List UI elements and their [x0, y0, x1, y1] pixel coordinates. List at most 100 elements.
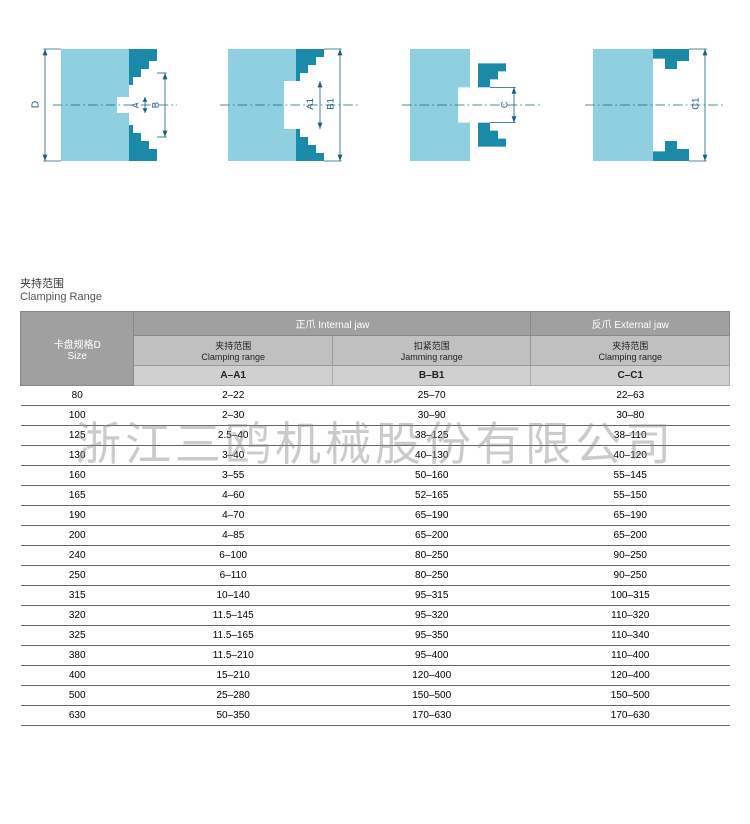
- table-cell: 4–70: [134, 506, 333, 526]
- table-cell: 65–190: [332, 506, 531, 526]
- clamping-table: 卡盘规格D Size 正爪 Internal jaw 反爪 External j…: [20, 311, 730, 726]
- diagram-row: D A B: [0, 0, 750, 215]
- table-cell: 160: [21, 466, 134, 486]
- table-cell: 50–350: [134, 706, 333, 726]
- table-cell: 325: [21, 626, 134, 646]
- table-cell: 25–70: [332, 386, 531, 406]
- table-cell: 190: [21, 506, 134, 526]
- table-cell: 55–150: [531, 486, 730, 506]
- table-row: 1904–7065–19065–190: [21, 506, 730, 526]
- table-row: 802–2225–7022–63: [21, 386, 730, 406]
- diagram-c: C: [386, 25, 546, 185]
- table-cell: 2–22: [134, 386, 333, 406]
- table-cell: 320: [21, 606, 134, 626]
- table-cell: 11.5–165: [134, 626, 333, 646]
- table-cell: 95–350: [332, 626, 531, 646]
- table-cell: 80–250: [332, 546, 531, 566]
- table-cell: 10–140: [134, 586, 333, 606]
- th-col-c: C–C1: [531, 366, 730, 386]
- table-cell: 11.5–145: [134, 606, 333, 626]
- table-row: 38011.5–21095–400110–400: [21, 646, 730, 666]
- table-cell: 50–160: [332, 466, 531, 486]
- table-cell: 120–400: [531, 666, 730, 686]
- table-cell: 3–40: [134, 446, 333, 466]
- table-cell: 150–500: [332, 686, 531, 706]
- table-cell: 15–210: [134, 666, 333, 686]
- th-sub-a: 夹持范围 Clamping range: [134, 336, 333, 366]
- label-A: A: [131, 102, 141, 108]
- table-cell: 80: [21, 386, 134, 406]
- table-cell: 25–280: [134, 686, 333, 706]
- table-row: 32511.5–16595–350110–340: [21, 626, 730, 646]
- th-sub-a-en: Clamping range: [201, 352, 265, 362]
- table-row: 63050–350170–630170–630: [21, 706, 730, 726]
- table-row: 2506–11080–25090–250: [21, 566, 730, 586]
- table-cell: 400: [21, 666, 134, 686]
- table-cell: 90–250: [531, 546, 730, 566]
- table-cell: 100: [21, 406, 134, 426]
- table-cell: 4–60: [134, 486, 333, 506]
- label-A1: A1: [305, 98, 316, 110]
- table-cell: 2–30: [134, 406, 333, 426]
- table-row: 32011.5–14595–320110–320: [21, 606, 730, 626]
- table-body: 802–2225–7022–631002–3030–9030–801252.5–…: [21, 386, 730, 726]
- table-cell: 2.5–40: [134, 426, 333, 446]
- table-cell: 6–100: [134, 546, 333, 566]
- table-cell: 30–80: [531, 406, 730, 426]
- th-size-cn: 卡盘规格D: [25, 336, 129, 351]
- th-sub-b-cn: 扣紧范围: [414, 341, 450, 351]
- th-col-a: A–A1: [134, 366, 333, 386]
- diagram-a1-b1: A1 B1: [204, 25, 364, 185]
- table-cell: 38–125: [332, 426, 531, 446]
- table-row: 1603–5550–16055–145: [21, 466, 730, 486]
- th-size-en: Size: [25, 351, 129, 362]
- table-cell: 165: [21, 486, 134, 506]
- table-cell: 65–190: [531, 506, 730, 526]
- label-D: D: [31, 101, 42, 109]
- table-cell: 110–320: [531, 606, 730, 626]
- table-cell: 100–315: [531, 586, 730, 606]
- diagram-d-a-b: D A B: [21, 25, 181, 185]
- table-cell: 38–110: [531, 426, 730, 446]
- th-sub-c-en: Clamping range: [598, 352, 662, 362]
- table-cell: 250: [21, 566, 134, 586]
- table-cell: 65–200: [531, 526, 730, 546]
- table-cell: 95–320: [332, 606, 531, 626]
- table-cell: 11.5–210: [134, 646, 333, 666]
- table-cell: 125: [21, 426, 134, 446]
- th-sub-c-cn: 夹持范围: [612, 341, 648, 351]
- label-C: C: [500, 101, 511, 108]
- table-row: 2406–10080–25090–250: [21, 546, 730, 566]
- table-row: 2004–8565–20065–200: [21, 526, 730, 546]
- table-cell: 130: [21, 446, 134, 466]
- table-cell: 200: [21, 526, 134, 546]
- table-title-cn: 夹持范围: [20, 275, 730, 291]
- table-cell: 380: [21, 646, 134, 666]
- table-cell: 40–130: [332, 446, 531, 466]
- table-cell: 170–630: [332, 706, 531, 726]
- table-row: 40015–210120–400120–400: [21, 666, 730, 686]
- table-cell: 40–120: [531, 446, 730, 466]
- th-sub-b: 扣紧范围 Jamming range: [332, 336, 531, 366]
- th-external: 反爪 External jaw: [531, 312, 730, 336]
- table-cell: 4–85: [134, 526, 333, 546]
- table-row: 31510–14095–315100–315: [21, 586, 730, 606]
- th-internal: 正爪 Internal jaw: [134, 312, 531, 336]
- table-cell: 80–250: [332, 566, 531, 586]
- table-row: 1303–4040–13040–120: [21, 446, 730, 466]
- th-col-b: B–B1: [332, 366, 531, 386]
- label-B1: B1: [325, 98, 336, 110]
- table-row: 1002–3030–9030–80: [21, 406, 730, 426]
- th-sub-b-en: Jamming range: [401, 352, 463, 362]
- table-cell: 110–340: [531, 626, 730, 646]
- table-cell: 90–250: [531, 566, 730, 586]
- table-cell: 95–400: [332, 646, 531, 666]
- table-row: 1654–6052–16555–150: [21, 486, 730, 506]
- table-row: 1252.5–4038–12538–110: [21, 426, 730, 446]
- label-B: B: [151, 102, 162, 108]
- table-cell: 120–400: [332, 666, 531, 686]
- table-cell: 3–55: [134, 466, 333, 486]
- table-cell: 110–400: [531, 646, 730, 666]
- th-sub-c: 夹持范围 Clamping range: [531, 336, 730, 366]
- table-row: 50025–280150–500150–500: [21, 686, 730, 706]
